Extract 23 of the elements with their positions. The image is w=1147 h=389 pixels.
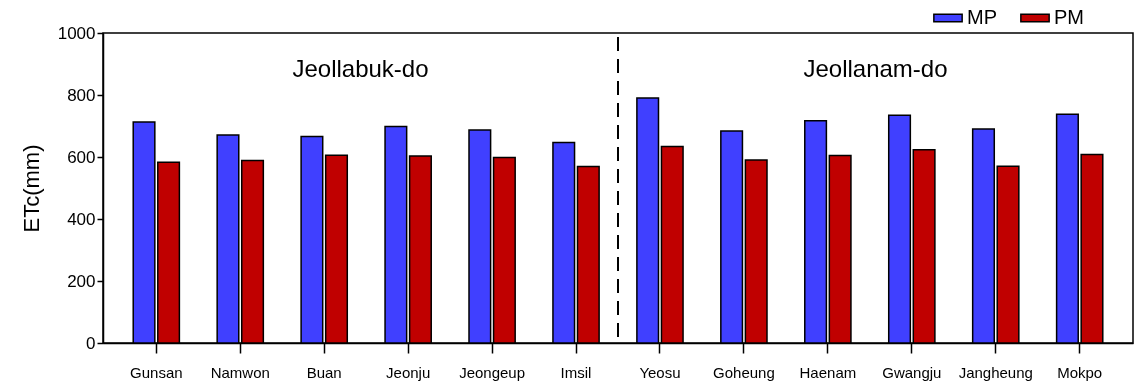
y-tick-label: 0 (86, 333, 96, 353)
x-tick-label: Jeongeup (459, 363, 526, 381)
x-tick-label: Namwon (210, 363, 270, 381)
x-tick-label: Gwangju (882, 363, 942, 381)
annotation: Jeollabuk-do (292, 55, 429, 82)
x-tick-label: Imsil (560, 363, 592, 381)
annotation: Jeollanam-do (803, 55, 948, 82)
y-tick-label: 600 (67, 147, 96, 167)
y-tick-label: 400 (67, 209, 96, 229)
legend-label: MP (967, 6, 997, 28)
legend-label: PM (1054, 6, 1084, 28)
x-tick-label: Haenam (799, 363, 857, 381)
y-tick-label: 1000 (57, 23, 96, 43)
x-tick-label: Yeosu (639, 363, 681, 381)
y-tick-label: 800 (67, 85, 96, 105)
x-tick-label: Buan (306, 363, 342, 381)
x-tick-label: Goheung (713, 363, 775, 381)
x-tick-label: Mokpo (1057, 363, 1103, 381)
x-tick-label: Jeonju (386, 363, 431, 381)
y-tick-label: 200 (67, 271, 96, 291)
x-tick-label: Jangheung (958, 363, 1033, 381)
y-axis-title: ETc(mm) (18, 144, 44, 233)
x-tick-label: Gunsan (130, 363, 183, 381)
